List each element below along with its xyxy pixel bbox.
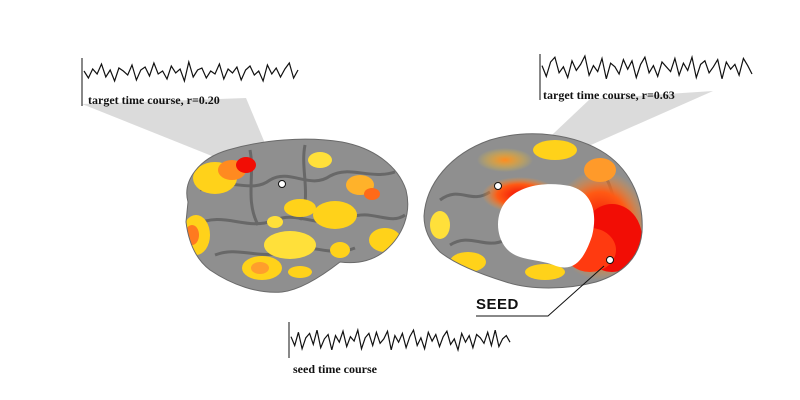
medial-brain-outline — [423, 133, 643, 289]
medial-wall-cutout — [498, 184, 595, 268]
lateral-brain-view — [186, 139, 408, 293]
seed-point — [606, 256, 614, 264]
target-trace-left — [81, 58, 299, 106]
target-time-course-label-left: target time course, r=0.20 — [88, 93, 220, 107]
target-trace-right — [539, 54, 753, 100]
trace-line — [541, 54, 753, 80]
seed-trace — [288, 322, 511, 358]
medial-brain-view — [424, 133, 643, 288]
target-time-course-label-right: target time course, r=0.63 — [543, 88, 675, 102]
trace-line — [83, 59, 299, 84]
seed-leader-line — [476, 265, 605, 317]
trace-line — [290, 327, 511, 353]
lateral-brain-outline — [185, 138, 409, 293]
seed-time-course-label: seed time course — [293, 362, 377, 376]
target-point-left — [278, 180, 286, 188]
target-point-right — [494, 182, 502, 190]
seed-label: SEED — [476, 296, 519, 313]
lateral-activation — [186, 152, 401, 280]
